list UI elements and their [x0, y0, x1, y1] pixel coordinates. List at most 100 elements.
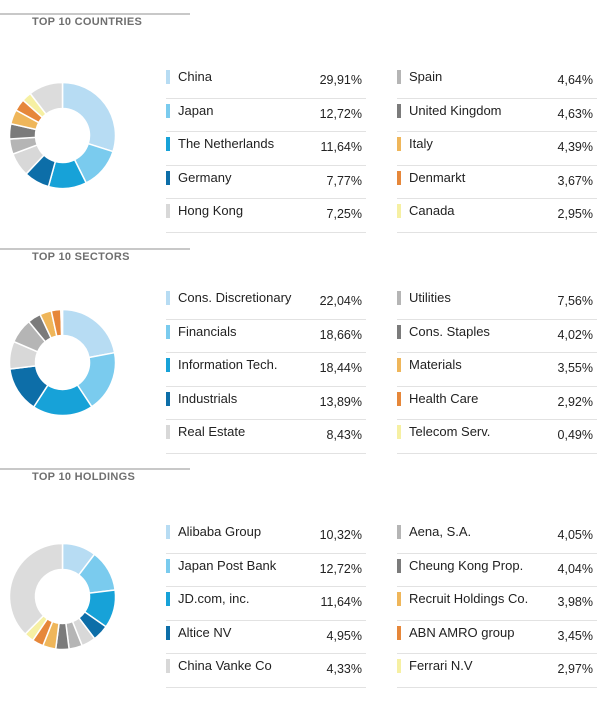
legend-swatch	[166, 659, 170, 674]
legend-swatch	[397, 358, 401, 373]
legend-label: Japan Post Bank	[178, 557, 277, 573]
legend-value: 22,04%	[319, 294, 362, 308]
section-divider	[0, 13, 190, 15]
legend-value: 29,91%	[319, 73, 362, 87]
legend-row: Italy 4,39%	[397, 132, 597, 166]
legend-row: Japan Post Bank 12,72%	[166, 554, 366, 588]
legend-swatch	[397, 103, 401, 118]
legend-value: 4,95%	[326, 628, 362, 643]
legend-row: Recruit Holdings Co. 3,98%	[397, 587, 597, 621]
legend-label: ABN AMRO group	[409, 624, 515, 640]
donut-slice-telecom-serv-	[60, 308, 64, 337]
donut-slice-china	[61, 81, 117, 153]
legend-label: China	[178, 69, 212, 84]
legend-value: 8,43%	[326, 428, 362, 443]
legend-label: Cons. Staples	[409, 323, 490, 339]
legend-label: Recruit Holdings Co.	[409, 591, 529, 607]
legend-value: 7,25%	[326, 207, 362, 222]
section-divider	[0, 248, 190, 250]
legend-label: Italy	[409, 136, 433, 152]
legend-label: Information Tech.	[178, 357, 278, 373]
legend-row: Altice NV 4,95%	[166, 621, 366, 655]
legend-row: Real Estate 8,43%	[166, 420, 366, 454]
legend-left: China 29,91% Japan 12,72% The Netherlands 1…	[166, 65, 366, 233]
legend-swatch	[397, 558, 401, 573]
legend-value: 7,77%	[326, 173, 362, 188]
legend-value: 4,04%	[557, 561, 593, 576]
donut-slice-other	[29, 81, 64, 116]
legend-row: Germany 7,77%	[166, 166, 366, 200]
legend-value: 4,05%	[557, 528, 593, 542]
legend-swatch	[166, 358, 170, 373]
legend-left: Alibaba Group 10,32% Japan Post Bank 12,72…	[166, 520, 366, 688]
holdings-donut-chart	[8, 542, 117, 651]
legend-swatch	[397, 291, 401, 305]
legend-value: 2,92%	[557, 394, 593, 409]
sectors-donut-chart	[8, 308, 117, 417]
legend-row: Aena, S.A. 4,05%	[397, 520, 597, 554]
legend-row: Denmarkt 3,67%	[397, 166, 597, 200]
legend-swatch	[397, 592, 401, 607]
legend-swatch	[166, 324, 170, 339]
legend-value: 2,97%	[557, 662, 593, 677]
legend-label: Materials	[409, 357, 462, 373]
legend-value: 3,45%	[557, 628, 593, 643]
countries-donut-chart	[8, 81, 117, 190]
legend-right: Aena, S.A. 4,05% Cheung Kong Prop. 4,04% R…	[397, 520, 597, 688]
legend-swatch	[166, 525, 170, 539]
legend-value: 4,64%	[557, 73, 593, 87]
legend-label: JD.com, inc.	[178, 591, 250, 607]
legend-label: Cheung Kong Prop.	[409, 557, 524, 573]
legend-row: Canada 2,95%	[397, 199, 597, 233]
legend-swatch	[397, 625, 401, 640]
legend-swatch	[166, 625, 170, 640]
legend-value: 12,72%	[319, 561, 362, 576]
legend-label: Spain	[409, 69, 443, 84]
legend-row: Information Tech. 18,44%	[166, 353, 366, 387]
legend-row: Utilities 7,56%	[397, 286, 597, 320]
legend-label: Cons. Discretionary	[178, 290, 292, 305]
legend-label: Alibaba Group	[178, 524, 262, 539]
legend-value: 3,67%	[557, 173, 593, 188]
legend-value: 11,64%	[320, 595, 362, 610]
legend-value: 3,55%	[557, 361, 593, 376]
legend-row: China 29,91%	[166, 65, 366, 99]
legend-swatch	[397, 525, 401, 539]
legend-row: Ferrari N.V 2,97%	[397, 654, 597, 688]
legend-row: Health Care 2,92%	[397, 387, 597, 421]
legend-label: Telecom Serv.	[409, 424, 491, 440]
legend-value: 3,98%	[557, 595, 593, 610]
legend-row: United Kingdom 4,63%	[397, 99, 597, 133]
legend-swatch	[397, 137, 401, 152]
legend-right: Spain 4,64% United Kingdom 4,63% Italy 4,39…	[397, 65, 597, 233]
legend-swatch	[166, 425, 170, 440]
section-title: TOP 10 SECTORS	[32, 251, 130, 263]
legend-swatch	[397, 70, 401, 84]
legend-label: Industrials	[178, 390, 238, 406]
legend-swatch	[166, 558, 170, 573]
legend-swatch	[397, 659, 401, 674]
legend-label: Financials	[178, 323, 237, 339]
legend-value: 18,44%	[319, 361, 362, 376]
section-title: TOP 10 HOLDINGS	[32, 471, 136, 483]
legend-swatch	[397, 204, 401, 219]
donut-slice-other	[8, 542, 64, 636]
legend-swatch	[166, 170, 170, 185]
legend-row: Alibaba Group 10,32%	[166, 520, 366, 554]
legend-row: Japan 12,72%	[166, 99, 366, 133]
legend-row: ABN AMRO group 3,45%	[397, 621, 597, 655]
legend-label: Real Estate	[178, 424, 246, 440]
legend-swatch	[166, 391, 170, 406]
legend-label: Denmarkt	[409, 169, 466, 185]
legend-row: Cons. Staples 4,02%	[397, 320, 597, 354]
section-title: TOP 10 COUNTRIES	[32, 16, 143, 28]
legend-row: Telecom Serv. 0,49%	[397, 420, 597, 454]
legend-row: China Vanke Co 4,33%	[166, 654, 366, 688]
legend-swatch	[166, 291, 170, 305]
legend-label: Hong Kong	[178, 203, 244, 219]
legend-swatch	[397, 324, 401, 339]
legend-row: Cheung Kong Prop. 4,04%	[397, 554, 597, 588]
legend-label: United Kingdom	[409, 102, 502, 118]
legend-value: 4,63%	[557, 106, 593, 121]
legend-swatch	[397, 391, 401, 406]
